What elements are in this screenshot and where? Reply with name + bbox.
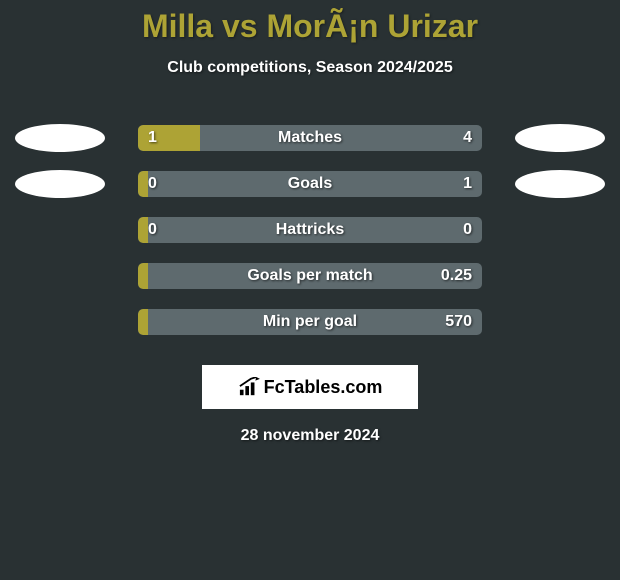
stat-row: Goals per match0.25 (0, 253, 620, 299)
stat-label: Goals (138, 175, 482, 193)
stats-container: Milla vs MorÃ¡n Urizar Club competitions… (0, 0, 620, 445)
stat-value-right: 0.25 (441, 267, 472, 285)
stat-bar: 0Hattricks0 (138, 217, 482, 243)
stat-label: Matches (138, 129, 482, 147)
stat-bar: 1Matches4 (138, 125, 482, 151)
stat-value-right: 4 (463, 129, 472, 147)
stat-value-right: 570 (445, 313, 472, 331)
page-title: Milla vs MorÃ¡n Urizar (0, 8, 620, 45)
stat-label: Min per goal (138, 313, 482, 331)
date-text: 28 november 2024 (0, 427, 620, 445)
stat-label: Hattricks (138, 221, 482, 239)
subtitle: Club competitions, Season 2024/2025 (0, 59, 620, 77)
stat-bar: Min per goal570 (138, 309, 482, 335)
stat-row: 0Hattricks0 (0, 207, 620, 253)
branding-text: FcTables.com (264, 377, 383, 398)
stat-value-right: 0 (463, 221, 472, 239)
stat-value-right: 1 (463, 175, 472, 193)
stat-row: 0Goals1 (0, 161, 620, 207)
player-oval-right (515, 170, 605, 198)
stat-label: Goals per match (138, 267, 482, 285)
player-oval-right (515, 124, 605, 152)
stat-bar: 0Goals1 (138, 171, 482, 197)
chart-icon (238, 377, 260, 397)
branding-badge[interactable]: FcTables.com (202, 365, 418, 409)
stat-row: Min per goal570 (0, 299, 620, 345)
stat-row: 1Matches4 (0, 115, 620, 161)
stat-bar: Goals per match0.25 (138, 263, 482, 289)
player-oval-left (15, 124, 105, 152)
stats-area: 1Matches40Goals10Hattricks0Goals per mat… (0, 115, 620, 345)
player-oval-left (15, 170, 105, 198)
